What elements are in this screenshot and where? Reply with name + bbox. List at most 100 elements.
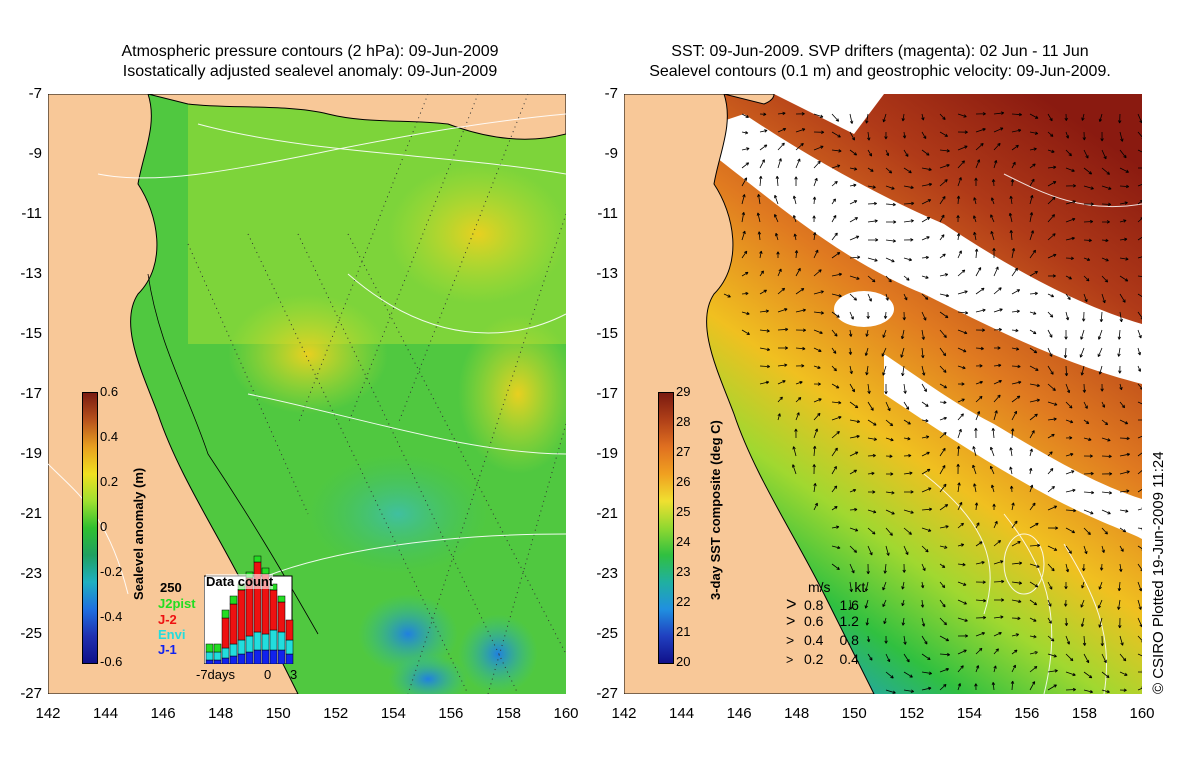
velocity-vector bbox=[867, 383, 871, 394]
velocity-vector bbox=[1079, 347, 1085, 358]
velocity-vector bbox=[774, 232, 779, 241]
velocity-vector bbox=[1047, 526, 1059, 530]
data-count-bar bbox=[253, 631, 262, 651]
velocity-vector bbox=[1119, 149, 1127, 159]
velocity-vector bbox=[1137, 275, 1142, 277]
data-count-bar bbox=[221, 647, 230, 659]
velocity-vector bbox=[759, 347, 771, 352]
velocity-vector bbox=[1137, 149, 1142, 153]
velocity-vector bbox=[867, 527, 876, 535]
speed-arrow-icon: > bbox=[786, 613, 796, 630]
right-lat-label: -27 bbox=[596, 685, 618, 702]
velocity-vector bbox=[993, 266, 999, 277]
velocity-vector bbox=[921, 311, 927, 321]
velocity-vector bbox=[1009, 447, 1013, 457]
right-lat-label: -19 bbox=[596, 445, 618, 462]
velocity-vector bbox=[957, 269, 966, 277]
velocity-vector bbox=[812, 464, 816, 475]
right-lat-label: -15 bbox=[596, 325, 618, 342]
velocity-vector bbox=[777, 346, 788, 350]
velocity-vector bbox=[1137, 167, 1142, 169]
velocity-vector bbox=[849, 469, 858, 475]
velocity-vector bbox=[921, 435, 930, 439]
velocity-vector bbox=[867, 419, 877, 426]
velocity-vector bbox=[1119, 184, 1130, 189]
velocity-vector bbox=[1047, 617, 1052, 624]
velocity-vector bbox=[777, 142, 785, 151]
velocity-vector bbox=[1098, 617, 1103, 628]
left-lon-label: 152 bbox=[323, 705, 349, 722]
speed-ms: 0.6 bbox=[804, 613, 824, 629]
velocity-vector bbox=[903, 436, 911, 441]
velocity-vector bbox=[975, 395, 983, 403]
velocity-vector bbox=[831, 415, 842, 421]
velocity-vector bbox=[1081, 581, 1085, 589]
velocity-vector bbox=[972, 464, 977, 475]
velocity-vector bbox=[813, 311, 824, 315]
left-colorbar-tick: 0.2 bbox=[100, 474, 119, 489]
velocity-vector bbox=[849, 183, 857, 187]
velocity-vector bbox=[885, 671, 894, 679]
velocity-vector bbox=[1119, 489, 1130, 493]
velocity-vector bbox=[1083, 419, 1090, 425]
velocity-vector bbox=[993, 665, 997, 673]
data-count-bars bbox=[203, 555, 294, 665]
left-map-svg bbox=[48, 94, 566, 694]
velocity-vector bbox=[1047, 131, 1054, 137]
velocity-vector bbox=[1118, 617, 1122, 629]
velocity-vector bbox=[939, 365, 947, 373]
velocity-vector bbox=[991, 179, 996, 187]
velocity-vector bbox=[791, 464, 797, 475]
left-colorbar-tick: -0.2 bbox=[100, 564, 123, 579]
velocity-vector bbox=[1137, 527, 1142, 531]
velocity-vector bbox=[1137, 635, 1142, 643]
velocity-vector bbox=[1029, 383, 1040, 388]
velocity-vector bbox=[813, 232, 817, 241]
velocity-vector bbox=[1137, 131, 1142, 140]
left-lat-label: -15 bbox=[20, 325, 42, 342]
velocity-vector bbox=[813, 177, 818, 187]
velocity-vector bbox=[990, 231, 995, 241]
velocity-vector bbox=[813, 249, 819, 259]
velocity-vector bbox=[1029, 413, 1038, 421]
velocity-vector bbox=[741, 212, 746, 223]
velocity-vector bbox=[991, 682, 996, 691]
velocity-vector bbox=[1029, 329, 1037, 335]
speed-ms: 0.2 bbox=[804, 651, 824, 667]
velocity-vector bbox=[957, 599, 967, 605]
velocity-vector bbox=[957, 113, 967, 118]
velocity-vector bbox=[849, 507, 858, 512]
velocity-vector bbox=[921, 236, 930, 241]
right-colorbar-tick: 26 bbox=[676, 474, 691, 489]
velocity-vector bbox=[975, 364, 983, 368]
data-count-bar bbox=[237, 653, 246, 665]
velocity-vector bbox=[1011, 161, 1016, 169]
velocity-vector bbox=[975, 522, 980, 529]
velocity-vector bbox=[813, 412, 821, 421]
velocity-vector bbox=[939, 581, 946, 589]
velocity-vector bbox=[957, 365, 966, 370]
velocity-vector bbox=[849, 329, 853, 337]
velocity-vector bbox=[1029, 249, 1037, 259]
velocity-vector bbox=[975, 267, 982, 277]
velocity-vector bbox=[1137, 256, 1142, 259]
velocity-vector bbox=[813, 130, 825, 134]
velocity-vector bbox=[975, 346, 984, 351]
velocity-vector bbox=[921, 563, 926, 572]
velocity-vector bbox=[1029, 599, 1038, 606]
right-lon-label: 150 bbox=[841, 705, 867, 722]
right-title: SST: 09-Jun-2009. SVP drifters (magenta)… bbox=[600, 42, 1160, 82]
velocity-vector bbox=[1101, 167, 1110, 175]
velocity-vector bbox=[921, 329, 925, 340]
velocity-vector bbox=[1029, 651, 1038, 655]
velocity-vector bbox=[813, 398, 822, 403]
velocity-vector bbox=[1117, 329, 1122, 340]
velocity-vector bbox=[831, 545, 841, 550]
credit-line: © CSIRO Plotted 19-Jun-2009 11:24 bbox=[1150, 451, 1167, 694]
velocity-vector bbox=[1047, 196, 1056, 205]
velocity-vector bbox=[1011, 395, 1021, 403]
velocity-vector bbox=[759, 364, 770, 369]
velocity-vector bbox=[777, 287, 786, 295]
velocity-vector bbox=[1008, 212, 1013, 223]
velocity-vector bbox=[957, 329, 968, 335]
